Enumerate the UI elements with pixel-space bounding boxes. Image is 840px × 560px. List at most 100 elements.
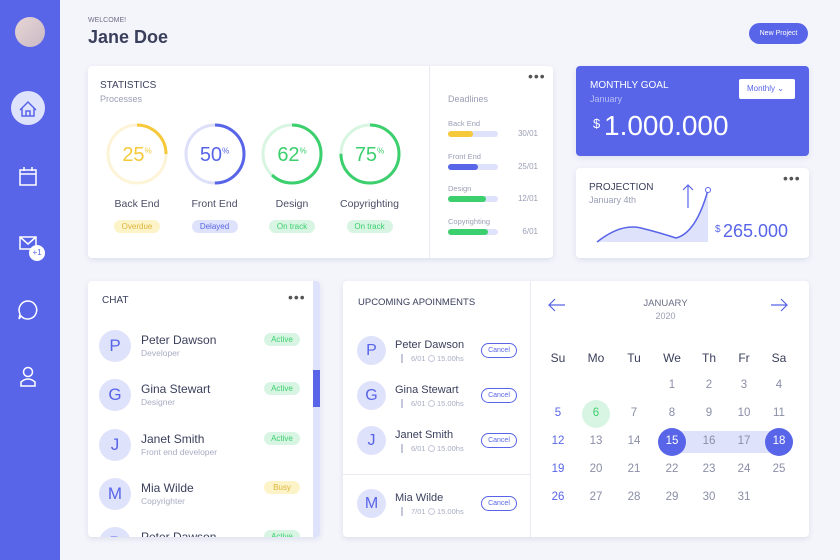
nav-profile[interactable]	[22, 366, 34, 378]
day[interactable]: 22	[665, 463, 679, 475]
day[interactable]: 4	[775, 379, 783, 391]
projection-card: PROJECTION January 4th ••• $265.000	[576, 168, 809, 258]
new-project-button[interactable]: New Project	[749, 23, 808, 44]
deadlines-title: Deadlines	[448, 94, 489, 104]
contact-name[interactable]: Gina Stewart	[141, 382, 211, 397]
cancel-button[interactable]: Cancel	[481, 496, 517, 511]
day[interactable]: 21	[627, 463, 641, 475]
contact-status: Active	[264, 382, 300, 396]
appt-date: 6/01	[395, 444, 426, 453]
day[interactable]: 1	[668, 379, 676, 391]
deadline-date: 30/01	[517, 129, 538, 138]
menu[interactable]: •••	[528, 68, 546, 84]
contact-name[interactable]: Janet Smith	[141, 431, 205, 446]
contact-avatar[interactable]: P	[99, 527, 131, 537]
goal-currency: $	[593, 116, 601, 131]
day[interactable]: 6	[592, 407, 600, 419]
status-pill: On track	[346, 220, 393, 233]
nav-home-bg	[11, 91, 45, 125]
day[interactable]: 28	[627, 491, 641, 503]
appt-avatar: M	[357, 489, 386, 518]
menu[interactable]: •••	[288, 289, 306, 305]
badge-bg	[29, 245, 45, 261]
contact-avatar[interactable]: P	[99, 330, 131, 362]
scroll-thumb[interactable]	[313, 370, 320, 407]
day[interactable]: 29	[665, 491, 679, 503]
nav-home[interactable]	[19, 100, 37, 117]
day[interactable]: 10	[737, 407, 751, 419]
ring-number: 62	[277, 144, 300, 166]
appt-time: 15.00hs	[437, 399, 464, 408]
day[interactable]: 26	[551, 491, 565, 503]
contact-name[interactable]: Peter Dawson	[141, 530, 216, 537]
chat-card: CHAT ••• P Peter Dawson Developer Active G Gina…	[88, 281, 320, 537]
contact-status: Active	[264, 431, 300, 445]
day[interactable]: 14	[627, 435, 641, 447]
day[interactable]: 18	[772, 435, 786, 447]
cancel-button[interactable]: Cancel	[481, 433, 517, 448]
deadline-label: Copyrighting	[448, 216, 491, 226]
nav-calendar[interactable]	[19, 167, 37, 186]
nav-chat[interactable]	[18, 300, 38, 320]
day[interactable]: 17	[737, 435, 751, 447]
day[interactable]: 16	[702, 435, 716, 447]
select-text: Monthly	[747, 84, 776, 93]
goal-subtitle: January	[590, 94, 623, 104]
scrollbar	[313, 281, 320, 537]
weekday: Th	[701, 351, 716, 365]
ring-value: 62%	[262, 144, 322, 167]
cancel-button[interactable]: Cancel	[481, 343, 517, 358]
day[interactable]: 23	[702, 463, 716, 475]
card-subtitle: Processes	[100, 94, 143, 104]
day[interactable]: 12	[551, 435, 565, 447]
ring-number: 50	[199, 144, 223, 166]
day[interactable]: 2	[705, 379, 713, 391]
day[interactable]: 30	[702, 491, 716, 503]
prev-month[interactable]	[548, 298, 565, 312]
day[interactable]: 13	[589, 435, 603, 447]
menu[interactable]: •••	[783, 170, 801, 186]
deadline-label: Design	[448, 184, 472, 193]
day[interactable]: 8	[668, 407, 676, 419]
deadline-date: 6/01	[522, 226, 538, 236]
process-label: Design	[275, 198, 309, 210]
contact-name[interactable]: Mia Wilde	[141, 480, 194, 495]
day[interactable]: 11	[773, 407, 785, 419]
day[interactable]: 20	[589, 463, 603, 475]
welcome: WELCOME!	[88, 17, 127, 24]
cancel-button[interactable]: Cancel	[481, 388, 517, 403]
weekday: Su	[550, 351, 566, 365]
goal-select[interactable]: Monthly ⌄	[739, 79, 795, 99]
day[interactable]: 27	[589, 491, 603, 503]
progress-ring	[106, 123, 168, 185]
day[interactable]: 5	[554, 407, 562, 419]
chat-title: CHAT	[102, 295, 129, 306]
day[interactable]: 7	[630, 407, 638, 419]
avatar[interactable]	[15, 17, 45, 47]
day[interactable]: 9	[705, 407, 713, 419]
weekday: We	[663, 351, 681, 365]
weekday: Tu	[627, 351, 641, 365]
goal-title: MONTHLY GOAL	[590, 80, 669, 91]
appt-name: Peter Dawson	[395, 339, 465, 351]
projection-amount: 265.000	[723, 221, 789, 241]
day[interactable]: 24	[737, 463, 751, 475]
contact-name[interactable]: Peter Dawson	[141, 333, 217, 347]
next-month[interactable]	[771, 298, 788, 312]
day[interactable]: 15	[665, 435, 679, 447]
projection-currency: $	[715, 224, 721, 235]
ring-unit: %	[377, 146, 385, 156]
contact-avatar[interactable]: G	[99, 379, 131, 412]
appt-date: 6/01	[395, 399, 426, 408]
day[interactable]: 31	[737, 491, 751, 503]
day[interactable]: 25	[772, 463, 786, 475]
contact-avatar[interactable]: J	[99, 428, 131, 461]
appt-avatar: P	[357, 336, 386, 365]
contact-avatar[interactable]: M	[99, 477, 131, 510]
day[interactable]: 3	[740, 379, 748, 391]
ring-unit: %	[222, 146, 230, 156]
separator	[343, 474, 530, 475]
day[interactable]: 19	[551, 463, 565, 475]
ring-unit: %	[299, 146, 307, 156]
